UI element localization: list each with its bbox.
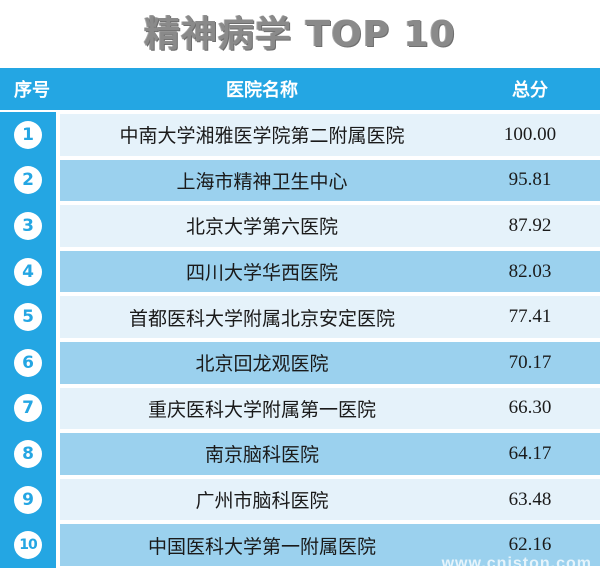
table-row: 9 广州市脑科医院 63.48 xyxy=(0,476,600,523)
total-score: 70.17 xyxy=(508,351,552,373)
rank-cell: 7 xyxy=(0,385,56,432)
total-score: 62.16 xyxy=(508,534,552,556)
rank-cell: 6 xyxy=(0,339,56,386)
header-hospital-name: 医院名称 xyxy=(226,80,298,101)
hospital-name: 四川大学华西医院 xyxy=(185,262,338,285)
table-row: 6 北京回龙观医院 70.17 xyxy=(0,339,600,386)
header-rank: 序号 xyxy=(14,80,50,101)
rank-cell: 4 xyxy=(0,248,56,295)
table-row: 5 首都医科大学附属北京安定医院 77.41 xyxy=(0,294,600,340)
rank-cell: 10 xyxy=(0,522,56,568)
hospital-name: 首都医科大学附属北京安定医院 xyxy=(128,307,395,330)
rank-badge: 10 xyxy=(14,531,42,560)
rank-badge: 7 xyxy=(14,394,42,423)
rank-cell: 9 xyxy=(0,476,56,523)
total-score: 64.17 xyxy=(508,442,552,464)
table-row: 2 上海市精神卫生中心 95.81 xyxy=(0,157,600,204)
page-title: 精神病学 TOP 10 xyxy=(144,14,456,55)
table-row: 8 南京脑科医院 64.17 xyxy=(0,431,600,477)
watermark-text: www.cnjston.com xyxy=(441,555,592,572)
table-header: 序号 医院名称 总分 xyxy=(0,68,600,110)
hospital-name: 广州市脑科医院 xyxy=(195,490,329,513)
row-band xyxy=(60,114,600,156)
row-band xyxy=(60,159,600,202)
rank-badge: 8 xyxy=(14,439,42,468)
row-band xyxy=(60,341,600,384)
rank-badge: 5 xyxy=(14,303,42,332)
hospital-name: 中南大学湘雅医学院第二附属医院 xyxy=(119,125,405,148)
total-score: 66.30 xyxy=(508,397,552,419)
row-band xyxy=(60,250,600,293)
total-score: 95.81 xyxy=(508,169,552,191)
row-band xyxy=(60,205,600,247)
rank-cell: 3 xyxy=(0,203,56,249)
row-band xyxy=(60,524,600,566)
total-score: 82.03 xyxy=(508,260,552,282)
total-score: 77.41 xyxy=(508,306,552,328)
table-row: 7 重庆医科大学附属第一医院 66.30 xyxy=(0,385,600,432)
rank-badge: 1 xyxy=(14,120,42,149)
total-score: 87.92 xyxy=(508,214,552,236)
rank-cell: 5 xyxy=(0,294,56,340)
row-band xyxy=(60,387,600,430)
table-row: 4 四川大学华西医院 82.03 xyxy=(0,248,600,295)
hospital-name: 北京大学第六医院 xyxy=(185,216,338,239)
hospital-name: 北京回龙观医院 xyxy=(195,353,329,376)
row-band xyxy=(60,296,600,338)
table-row: 10 中国医科大学第一附属医院 62.16 xyxy=(0,522,600,568)
table-row: 3 北京大学第六医院 87.92 xyxy=(0,203,600,249)
total-score: 100.00 xyxy=(503,123,557,145)
rank-badge: 9 xyxy=(14,485,42,514)
hospital-name: 上海市精神卫生中心 xyxy=(176,170,348,193)
hospital-name: 中国医科大学第一附属医院 xyxy=(147,535,376,558)
ranking-table: 1 中南大学湘雅医学院第二附属医院 100.00 2 上海市精神卫生中心 95.… xyxy=(0,112,600,568)
rank-badge: 4 xyxy=(14,257,42,286)
hospital-name: 南京脑科医院 xyxy=(204,444,319,467)
row-band xyxy=(60,433,600,475)
hospital-name: 重庆医科大学附属第一医院 xyxy=(147,398,376,421)
rank-cell: 2 xyxy=(0,157,56,204)
rank-badge: 6 xyxy=(14,348,42,377)
total-score: 63.48 xyxy=(508,488,552,510)
header-total-score: 总分 xyxy=(512,80,548,101)
rank-badge: 2 xyxy=(14,166,42,195)
table-row: 1 中南大学湘雅医学院第二附属医院 100.00 xyxy=(0,112,600,158)
row-band xyxy=(60,478,600,521)
rank-badge: 3 xyxy=(14,211,42,240)
rank-cell: 1 xyxy=(0,112,56,158)
rank-cell: 8 xyxy=(0,431,56,477)
